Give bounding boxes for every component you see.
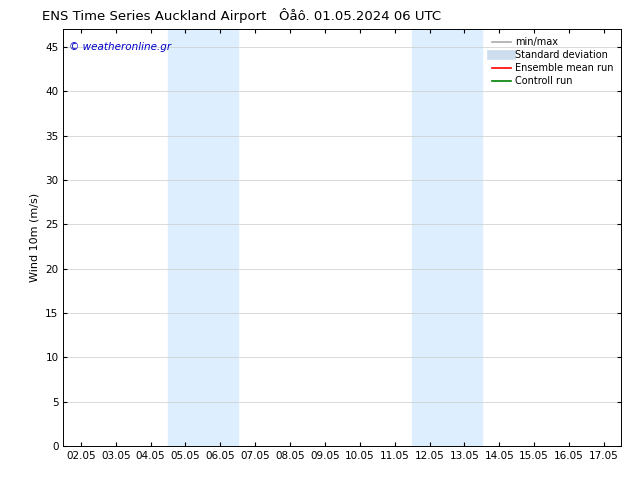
Bar	[412, 29, 482, 446]
Legend: min/max, Standard deviation, Ensemble mean run, Controll run: min/max, Standard deviation, Ensemble me…	[489, 34, 616, 89]
Bar	[168, 29, 238, 446]
Text: Ôåô. 01.05.2024 06 UTC: Ôåô. 01.05.2024 06 UTC	[279, 10, 441, 23]
Text: ENS Time Series Auckland Airport: ENS Time Series Auckland Airport	[42, 10, 266, 23]
Y-axis label: Wind 10m (m/s): Wind 10m (m/s)	[30, 193, 40, 282]
Text: © weatheronline.gr: © weatheronline.gr	[69, 42, 171, 52]
